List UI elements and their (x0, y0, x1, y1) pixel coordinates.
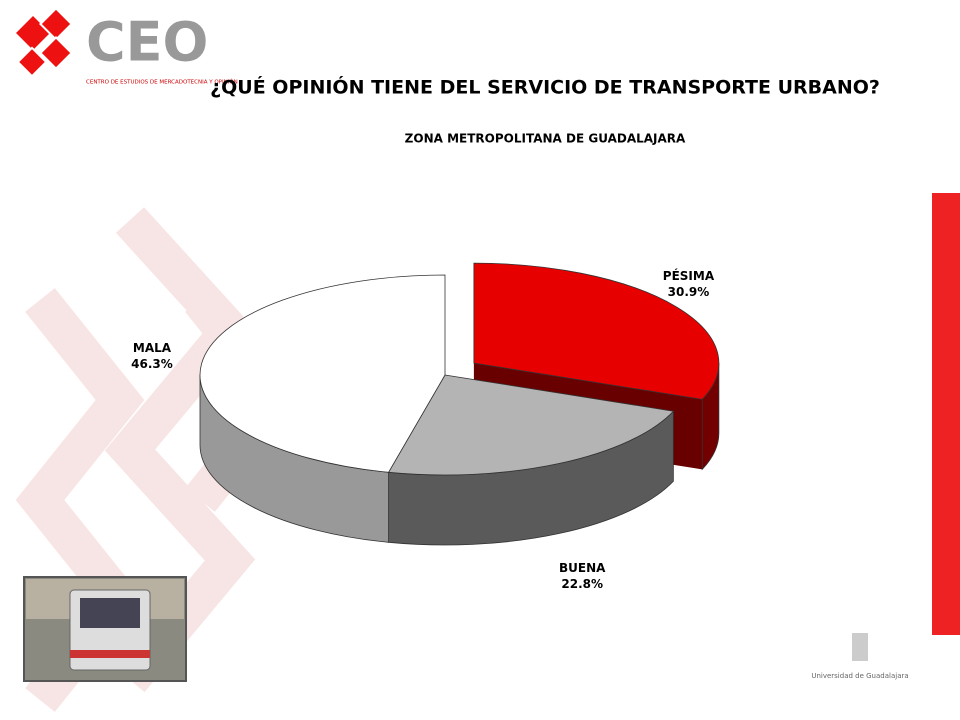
university-name: Universidad de Guadalajara (811, 672, 908, 680)
pie (199, 262, 720, 546)
slice-value-label: 30.9% (668, 285, 710, 299)
slice (199, 274, 446, 473)
logo-name: CEO (86, 11, 208, 74)
slice-value-label: 46.3% (131, 357, 173, 371)
slice (473, 262, 720, 400)
university-logo: Universidad de Guadalajara (811, 633, 909, 680)
logo: CEO CENTRO DE ESTUDIOS DE MERCADOTECNIA … (13, 7, 238, 86)
slice-category-label: MALA (133, 341, 172, 355)
slice-value-label: 22.8% (561, 577, 603, 591)
logo-caption: CENTRO DE ESTUDIOS DE MERCADOTECNIA Y OP… (86, 79, 238, 86)
chart-title: ¿QUÉ OPINIÓN TIENE DEL SERVICIO DE TRANS… (210, 75, 880, 99)
slice-category-label: BUENA (559, 561, 606, 575)
side-bar (932, 193, 960, 635)
slice (387, 374, 675, 476)
slice-category-label: PÉSIMA (663, 268, 715, 283)
chart-subtitle: ZONA METROPOLITANA DE GUADALAJARA (405, 132, 686, 146)
bus-photo (23, 576, 187, 682)
